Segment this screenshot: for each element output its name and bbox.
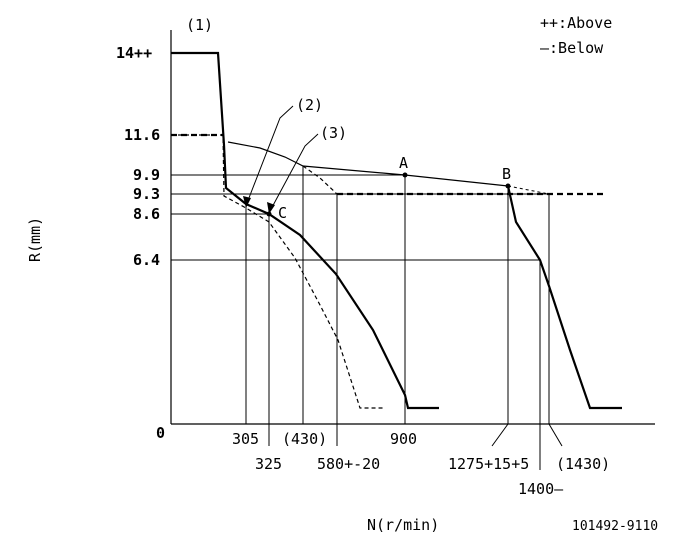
origin-label: 0 [156,424,165,442]
callout-2-leader [246,105,294,204]
x-axis-title: N(r/min) [367,516,439,534]
callout-2-label: (2) [296,96,323,114]
y-tick-11-6: 11.6 [124,126,160,144]
x-tick-900: 900 [390,430,417,448]
callout-2-arrowhead [243,196,251,208]
curve-full-load-solid [171,51,439,410]
x-tick-325: 325 [255,455,282,473]
tick-leader-1430 [548,423,563,447]
curve-right-droop [506,185,622,410]
y-tick-9-3: 9.3 [133,185,160,203]
legend-above: ++:Above [540,14,612,32]
curve-full-load-dashed [171,134,384,409]
curve-b-dashed [507,185,550,195]
y-tick-8-6: 8.6 [133,205,160,223]
tick-leader-1275 [491,423,509,447]
point-b-dot [505,183,511,189]
point-a-label: A [399,154,408,172]
y-axis-title: R(mm) [26,217,44,262]
curve-upper-dashed [302,165,338,195]
callout-3-label: (3) [320,124,347,142]
x-tick-1430: (1430) [556,455,610,473]
y-tick-6-4: 6.4 [133,251,160,269]
y-tick-14: 14++ [116,44,152,62]
x-tick-1400: 1400— [518,480,564,498]
callout-3-leader [269,133,319,212]
point-b-label: B [502,165,511,183]
reference-number: 101492-9110 [572,519,658,534]
curve-upper-thin [227,141,509,187]
x-tick-305: 305 [232,430,259,448]
y-tick-9-9: 9.9 [133,166,160,184]
callout-1-label: (1) [186,16,213,34]
x-tick-430: (430) [282,430,327,448]
x-tick-1275: 1275+15+5 [448,455,529,473]
point-c-label: C [278,204,287,222]
legend-below: —:Below [540,39,604,57]
x-tick-580: 580+-20 [317,455,380,473]
callout-3-arrowhead [267,202,275,214]
point-a-dot [402,172,408,178]
